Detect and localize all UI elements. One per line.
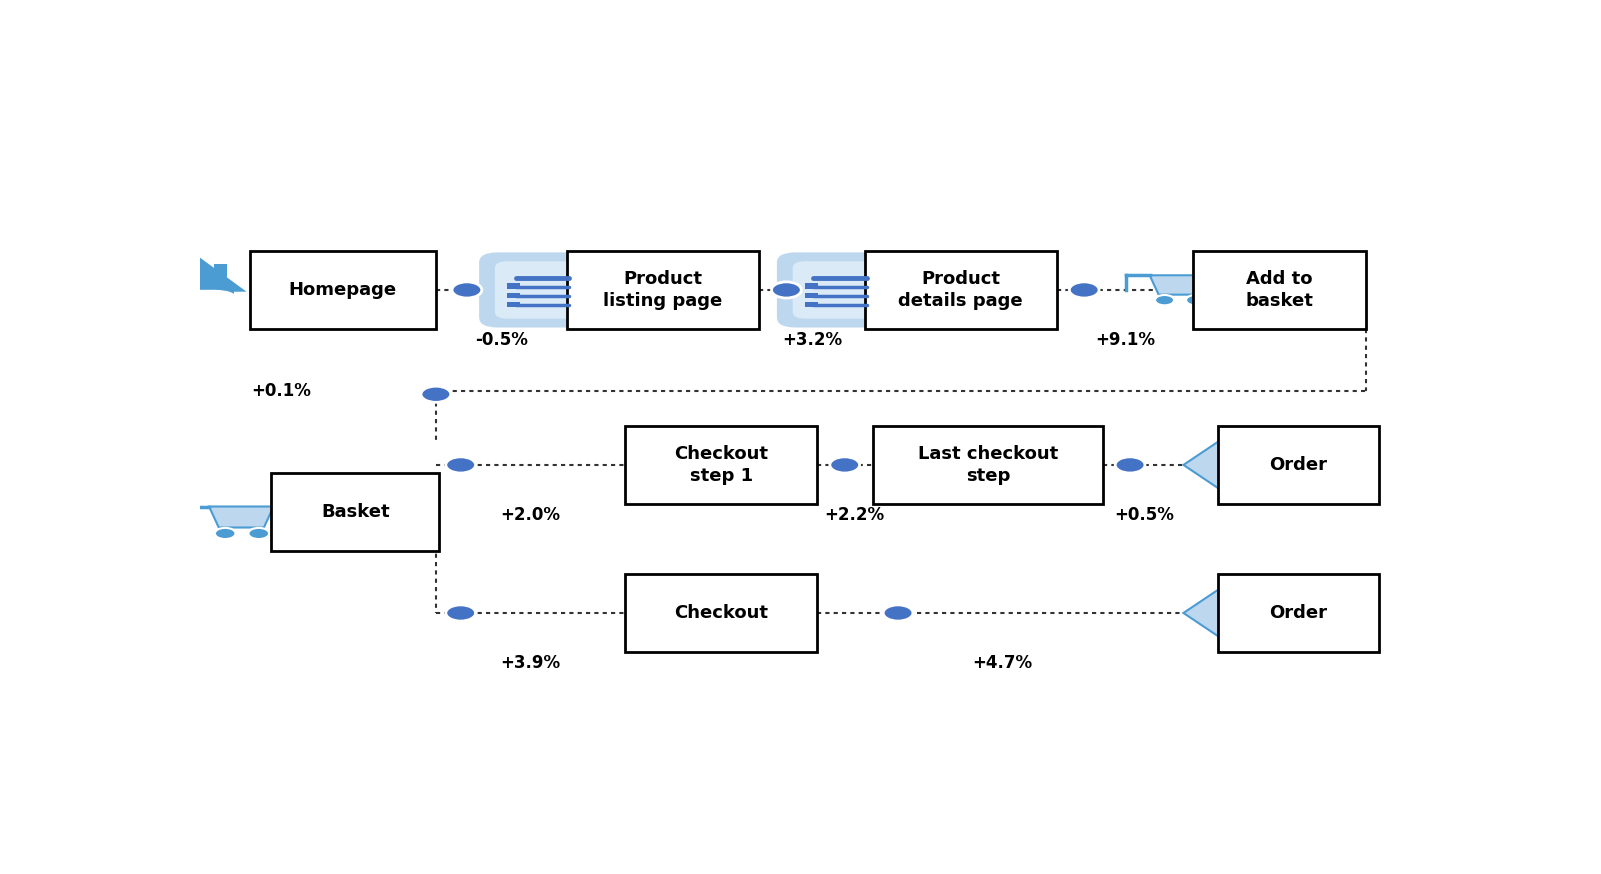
Circle shape [1154,295,1174,305]
FancyBboxPatch shape [272,474,439,551]
FancyBboxPatch shape [805,283,818,289]
Text: +0.1%: +0.1% [251,382,311,400]
Text: +3.2%: +3.2% [781,331,842,350]
Circle shape [1186,295,1206,305]
FancyBboxPatch shape [508,293,520,298]
FancyBboxPatch shape [624,427,818,503]
Text: Product
details page: Product details page [898,270,1023,310]
Circle shape [829,457,860,473]
Polygon shape [1183,578,1289,649]
FancyBboxPatch shape [776,253,895,328]
FancyBboxPatch shape [792,261,879,319]
FancyBboxPatch shape [805,302,818,308]
Text: Order: Order [1270,604,1327,622]
Circle shape [451,282,482,298]
FancyBboxPatch shape [162,290,239,335]
Circle shape [1116,457,1145,473]
Circle shape [421,386,451,402]
Text: Last checkout
step: Last checkout step [917,445,1058,485]
Text: +3.9%: +3.9% [501,655,560,672]
FancyBboxPatch shape [495,261,581,319]
Text: Order: Order [1270,456,1327,474]
Text: +9.1%: +9.1% [1095,331,1154,350]
FancyBboxPatch shape [167,291,234,322]
Text: Basket: Basket [320,503,389,521]
FancyBboxPatch shape [1218,427,1378,503]
FancyBboxPatch shape [873,427,1103,503]
Polygon shape [210,507,274,528]
Circle shape [248,528,269,539]
FancyBboxPatch shape [215,264,227,280]
Text: Checkout: Checkout [674,604,768,622]
Polygon shape [154,258,247,292]
Text: +4.7%: +4.7% [972,655,1033,672]
Circle shape [445,605,475,621]
FancyBboxPatch shape [1193,251,1367,329]
Circle shape [772,282,800,298]
Text: +0.5%: +0.5% [1114,506,1175,524]
Circle shape [215,528,235,539]
Text: Checkout
step 1: Checkout step 1 [674,445,768,485]
FancyBboxPatch shape [508,302,520,308]
Circle shape [1069,282,1098,298]
Text: Product
listing page: Product listing page [604,270,722,310]
Polygon shape [1183,430,1289,500]
Text: +2.2%: +2.2% [825,506,885,524]
Text: -0.5%: -0.5% [475,331,528,350]
Text: +2.0%: +2.0% [501,506,560,524]
FancyBboxPatch shape [1218,574,1378,652]
Polygon shape [1150,275,1209,295]
FancyBboxPatch shape [479,253,597,328]
FancyBboxPatch shape [624,574,818,652]
FancyBboxPatch shape [250,251,435,329]
FancyBboxPatch shape [865,251,1057,329]
FancyBboxPatch shape [508,283,520,289]
Circle shape [445,457,475,473]
FancyBboxPatch shape [567,251,759,329]
FancyBboxPatch shape [805,293,818,298]
Text: Homepage: Homepage [288,281,397,299]
Text: Add to
basket: Add to basket [1246,270,1313,310]
Circle shape [884,605,913,621]
